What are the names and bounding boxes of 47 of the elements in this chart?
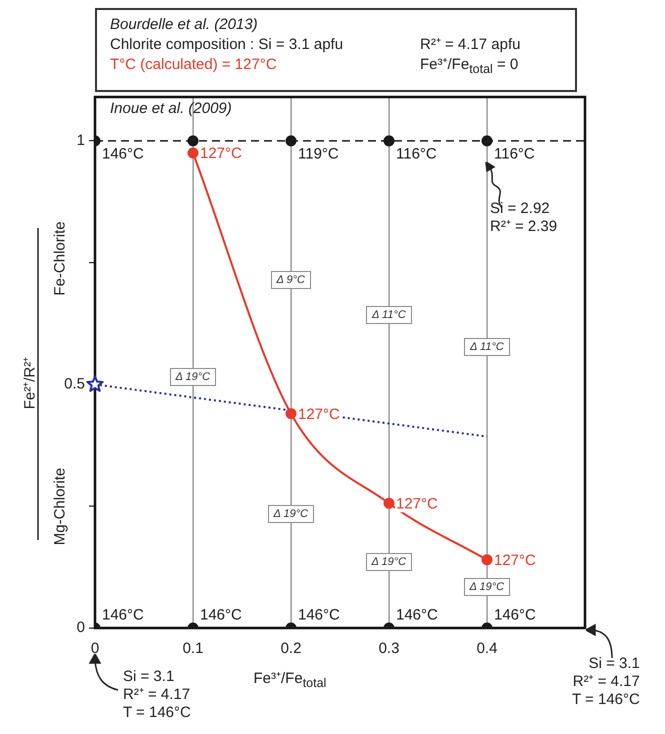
point bbox=[188, 135, 198, 146]
y-axis-title: Fe²⁺/R²⁺ bbox=[20, 356, 38, 410]
annotation: 127°C bbox=[298, 406, 340, 423]
annotation: Δ 19°C bbox=[268, 505, 314, 523]
annotation: Δ 9°C bbox=[270, 271, 311, 289]
annotation: 116°C bbox=[494, 145, 535, 162]
text: Mg-Chlorite bbox=[51, 467, 68, 545]
annotation: 146°C bbox=[102, 145, 144, 162]
text: Si = 3.1 R²⁺ = 4.17 T = 146°C bbox=[123, 668, 191, 722]
y-tick-label: 1 bbox=[76, 132, 85, 149]
x-axis-title: Fe³⁺/Fe$_{total}$ bbox=[254, 670, 326, 692]
annotation: Δ 19°C bbox=[464, 578, 510, 596]
x-tick-label: 0.1 bbox=[182, 640, 204, 658]
x-tick-label: 0 bbox=[90, 640, 100, 658]
annotation: 127°C bbox=[396, 495, 438, 512]
x-tick-label: 0.3 bbox=[378, 640, 400, 658]
chart-subtitle: T°C (calculated) = 127°C bbox=[110, 56, 277, 74]
point bbox=[86, 375, 104, 392]
annotation: 116°C bbox=[396, 145, 437, 162]
x-tick-label: 0.2 bbox=[280, 640, 302, 658]
annotation: 127°C bbox=[200, 145, 242, 162]
annotation: 146°C bbox=[102, 606, 144, 624]
point bbox=[384, 135, 394, 146]
annotation: 127°C bbox=[494, 552, 536, 569]
annotation: 146°C bbox=[298, 606, 340, 624]
annotation: Δ 19°C bbox=[170, 368, 216, 386]
annotation: 119°C bbox=[298, 145, 339, 162]
annotation: 146°C bbox=[494, 606, 536, 624]
annotation: Si = 2.92 R²⁺ = 2.39 bbox=[490, 200, 558, 236]
text: Fe³⁺/Fe$_{total}$ = 0 bbox=[420, 56, 518, 78]
text: Fe-Chlorite bbox=[52, 220, 69, 296]
text: Si = 3.1 R²⁺ = 4.17 T = 146°C bbox=[572, 655, 640, 709]
annotation: Δ 19°C bbox=[366, 553, 412, 571]
text: R²⁺ = 4.17 apfu bbox=[420, 36, 520, 54]
annotation: Inoue et al. (2009) bbox=[110, 100, 232, 118]
annotation: 146°C bbox=[200, 606, 242, 624]
chart-title: Bourdelle et al. (2013) bbox=[110, 16, 258, 34]
annotation: 146°C bbox=[396, 606, 438, 624]
annotation: Δ 11°C bbox=[366, 306, 412, 324]
y-tick-label: 0 bbox=[76, 619, 85, 636]
point bbox=[188, 148, 198, 159]
x-tick-label: 0.4 bbox=[476, 640, 498, 658]
annotation: Δ 11°C bbox=[464, 338, 510, 356]
y-tick-label: 0.5 bbox=[64, 376, 85, 393]
point bbox=[286, 135, 296, 146]
point bbox=[482, 135, 492, 146]
text: Chlorite composition : Si = 3.1 apfu bbox=[110, 36, 344, 54]
